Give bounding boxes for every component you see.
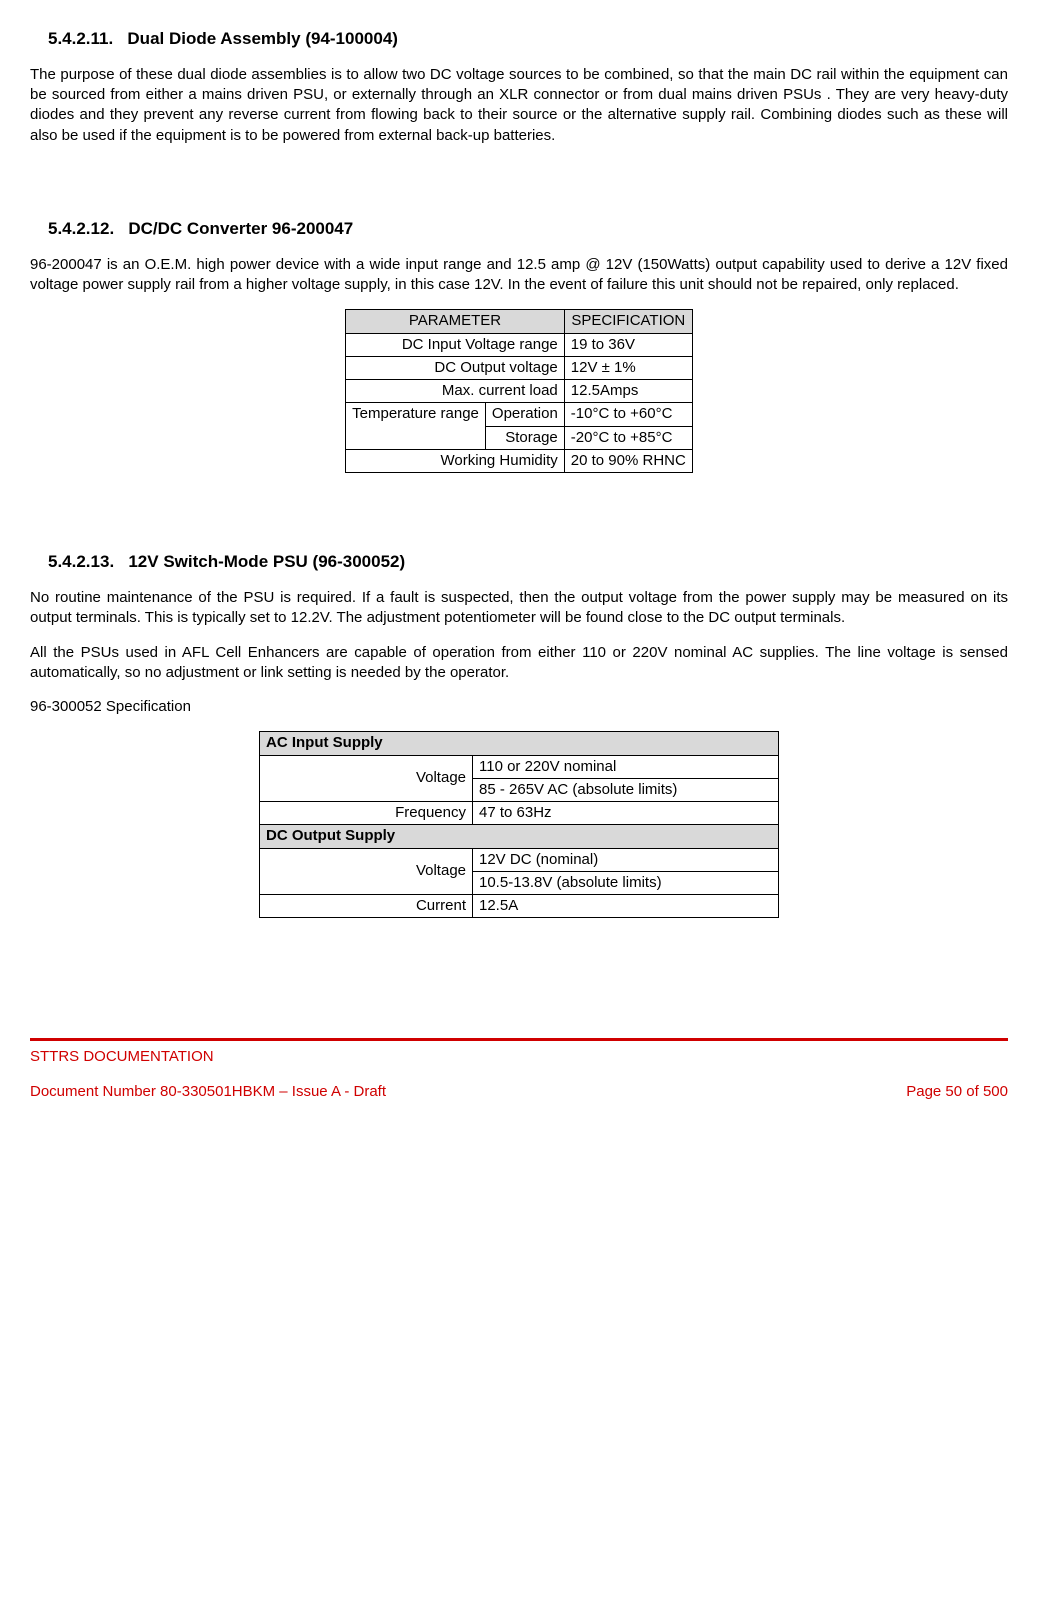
table-header: PARAMETER	[346, 310, 565, 333]
section-title: 12V Switch-Mode PSU (96-300052)	[128, 552, 405, 571]
footer-doc-number: Document Number 80-330501HBKM – Issue A …	[30, 1082, 386, 1102]
table-cell: 10.5-13.8V (absolute limits)	[473, 871, 779, 894]
table-header: SPECIFICATION	[564, 310, 692, 333]
paragraph: 96-200047 is an O.E.M. high power device…	[30, 255, 1008, 296]
footer-page: Page 50 of 500	[906, 1082, 1008, 1102]
table-cell: Frequency	[260, 802, 473, 825]
table-header: AC Input Supply	[260, 732, 779, 755]
section-heading: 5.4.2.13. 12V Switch-Mode PSU (96-300052…	[30, 551, 1008, 574]
section-number: 5.4.2.12.	[48, 219, 114, 238]
paragraph: No routine maintenance of the PSU is req…	[30, 588, 1008, 629]
table-cell: Voltage	[260, 848, 473, 895]
paragraph: All the PSUs used in AFL Cell Enhancers …	[30, 643, 1008, 684]
table-cell: 19 to 36V	[564, 333, 692, 356]
table-cell: 12.5A	[473, 895, 779, 918]
table-cell: 12V DC (nominal)	[473, 848, 779, 871]
section-title: DC/DC Converter 96-200047	[128, 219, 353, 238]
table-cell: DC Input Voltage range	[346, 333, 565, 356]
table-cell: 12V ± 1%	[564, 356, 692, 379]
table-cell: Temperature range	[346, 403, 486, 450]
table-cell: 12.5Amps	[564, 380, 692, 403]
spec-table-psu: AC Input Supply Voltage 110 or 220V nomi…	[259, 731, 779, 918]
section-heading: 5.4.2.12. DC/DC Converter 96-200047	[30, 218, 1008, 241]
footer: STTRS DOCUMENTATION Document Number 80-3…	[30, 1038, 1008, 1102]
table-cell: Max. current load	[346, 380, 565, 403]
section-heading: 5.4.2.11. Dual Diode Assembly (94-100004…	[30, 28, 1008, 51]
table-cell: 110 or 220V nominal	[473, 755, 779, 778]
section-number: 5.4.2.13.	[48, 552, 114, 571]
table-cell: DC Output voltage	[346, 356, 565, 379]
spec-label: 96-300052 Specification	[30, 697, 1008, 717]
table-cell: Operation	[485, 403, 564, 426]
table-header: DC Output Supply	[260, 825, 779, 848]
table-cell: Storage	[485, 426, 564, 449]
section-title: Dual Diode Assembly (94-100004)	[127, 29, 398, 48]
table-cell: Working Humidity	[346, 449, 565, 472]
table-cell: 85 - 265V AC (absolute limits)	[473, 778, 779, 801]
spec-table-dcdc: PARAMETER SPECIFICATION DC Input Voltage…	[345, 309, 693, 473]
table-cell: Voltage	[260, 755, 473, 802]
paragraph: The purpose of these dual diode assembli…	[30, 65, 1008, 146]
table-cell: -10°C to +60°C	[564, 403, 692, 426]
table-cell: -20°C to +85°C	[564, 426, 692, 449]
table-cell: Current	[260, 895, 473, 918]
table-cell: 47 to 63Hz	[473, 802, 779, 825]
table-cell: 20 to 90% RHNC	[564, 449, 692, 472]
footer-title: STTRS DOCUMENTATION	[30, 1047, 1008, 1067]
section-number: 5.4.2.11.	[48, 29, 113, 48]
